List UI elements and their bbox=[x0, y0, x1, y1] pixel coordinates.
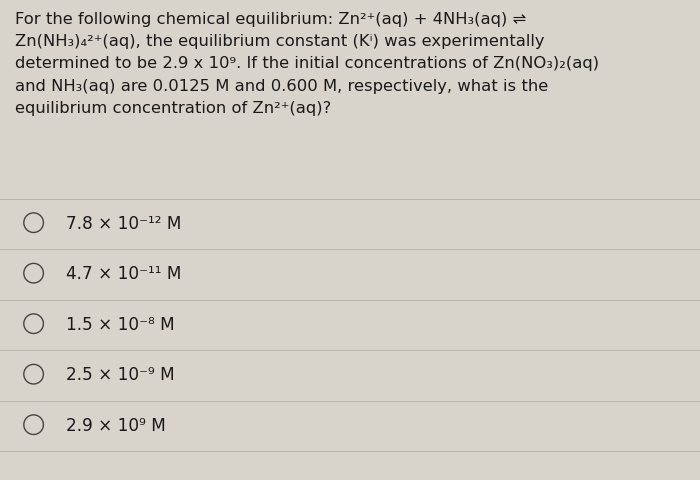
Text: 2.5 × 10⁻⁹ M: 2.5 × 10⁻⁹ M bbox=[66, 365, 175, 384]
Text: 1.5 × 10⁻⁸ M: 1.5 × 10⁻⁸ M bbox=[66, 315, 175, 333]
Text: For the following chemical equilibrium: Zn²⁺(aq) + 4NH₃(aq) ⇌
Zn(NH₃)₄²⁺(aq), th: For the following chemical equilibrium: … bbox=[15, 12, 599, 116]
Text: 7.8 × 10⁻¹² M: 7.8 × 10⁻¹² M bbox=[66, 214, 182, 232]
Text: 4.7 × 10⁻¹¹ M: 4.7 × 10⁻¹¹ M bbox=[66, 264, 182, 283]
Text: 2.9 × 10⁹ M: 2.9 × 10⁹ M bbox=[66, 416, 167, 434]
